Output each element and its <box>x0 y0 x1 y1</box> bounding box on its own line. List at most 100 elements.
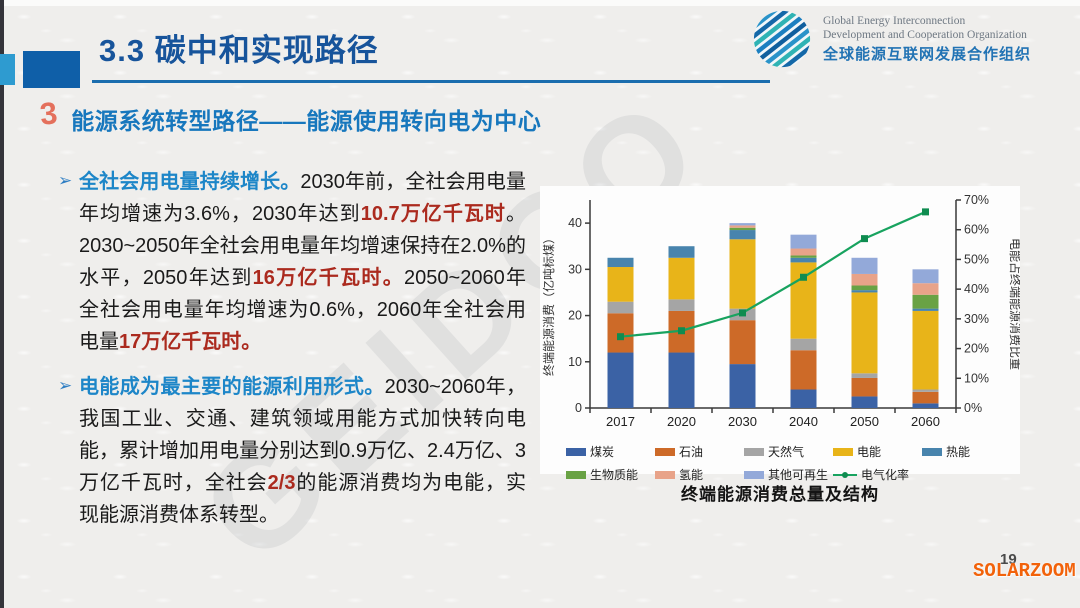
y-axis-tick-right: 0% <box>964 401 982 415</box>
line-marker <box>678 327 685 335</box>
solarzoom-watermark: SOLARZOOM <box>973 560 1076 582</box>
section-number: 3 <box>38 95 60 132</box>
legend-swatch <box>566 470 586 479</box>
y-axis-tick-right: 40% <box>964 282 989 296</box>
x-axis-label: 2040 <box>789 414 818 429</box>
bar-segment <box>790 338 817 351</box>
bar-segment <box>790 389 817 408</box>
x-axis-label: 2020 <box>667 414 696 429</box>
legend-label: 氢能 <box>679 468 704 482</box>
bar-segment <box>912 389 939 392</box>
page-number: 19 <box>1000 551 1017 568</box>
legend-item: 电气化率 <box>833 466 922 483</box>
bar-segment <box>790 257 817 263</box>
bar-segment <box>790 234 817 249</box>
legend-line-swatch <box>833 471 857 479</box>
legend-item: 生物质能 <box>566 466 655 483</box>
x-axis-label: 2017 <box>606 414 635 429</box>
legend-label: 生物质能 <box>590 468 639 482</box>
bar-segment <box>851 377 878 397</box>
bar-segment <box>607 301 634 314</box>
bar-segment <box>729 230 756 240</box>
bar-segment <box>729 364 756 408</box>
legend-swatch <box>744 447 764 456</box>
legend-item: 热能 <box>922 443 1011 460</box>
bar-segment <box>912 283 939 295</box>
legend-item: 其他可再生 <box>744 466 833 483</box>
bullet-text-segment: 10.7万亿千瓦时 <box>360 203 506 225</box>
bullet-text-segment: 17万亿千瓦时。 <box>119 331 262 353</box>
bar-segment <box>729 320 756 365</box>
legend-label: 电气化率 <box>861 468 910 482</box>
chart-caption: 终端能源消费总量及结构 <box>681 485 879 504</box>
legend-swatch <box>833 447 853 456</box>
bar-segment <box>607 267 634 302</box>
legend-label: 热能 <box>946 445 971 459</box>
chart-panel: 0 10 20 30 40 0% 10% 20% 30% 40% 50% 60% 70% 2017 2020… <box>540 186 1023 482</box>
legend-label: 石油 <box>679 445 704 459</box>
bullet-text-segment: 的能源消费均为电能，实现能源消费体系转型。 <box>79 472 527 526</box>
bullet-text-segment: 电能成为最主要的能源利用形式。 <box>79 376 385 398</box>
bullet-text-segment: 2030年前，全社会用电量年均增速为3.6%，2030年达到 <box>79 171 526 225</box>
org-name-en-line2: Development and Cooperation Organization <box>823 29 1027 42</box>
bar-segment <box>607 352 634 408</box>
bullet-text-segment: 2050~2060年全社会用电量年均增速为0.6%，2060年全社会用电量 <box>79 267 527 353</box>
line-marker <box>922 208 929 216</box>
bullet-arrow-icon: ➢ <box>58 171 73 190</box>
line-marker <box>617 333 624 341</box>
legend-item: 煤炭 <box>566 443 655 460</box>
bullet-arrow-icon: ➢ <box>58 376 73 395</box>
legend-label: 电能 <box>857 445 882 459</box>
legend-item: 氢能 <box>655 466 744 483</box>
org-logo-block: Global Energy Interconnection Developmen… <box>751 8 1031 70</box>
bullet-item: ➢ 全社会用电量持续增长。2030年前，全社会用电量年均增速为3.6%，2030年… <box>58 166 526 358</box>
electrification-rate-line <box>620 210 926 338</box>
bar-segment <box>790 248 817 256</box>
bar-segment <box>790 350 817 390</box>
org-name-zh: 全球能源互联网发展合作组织 <box>823 45 1032 63</box>
bar-segment <box>851 285 878 291</box>
legend-row: 煤炭 石油 天然气 电能 热能 <box>566 443 1020 466</box>
legend-label: 其他可再生 <box>768 468 829 482</box>
bar-segment <box>668 352 695 408</box>
bar-segment <box>851 292 878 374</box>
legend-swatch <box>566 447 586 456</box>
y-axis-tick-left: 30 <box>568 262 582 276</box>
bar-segment <box>851 373 878 378</box>
x-axis-label: 2030 <box>728 414 757 429</box>
bar-segment <box>851 396 878 408</box>
legend-label: 煤炭 <box>590 445 615 459</box>
bullet-list: ➢ 全社会用电量持续增长。2030年前，全社会用电量年均增速为3.6%，2030年… <box>58 166 526 531</box>
title-accent-square-dark <box>23 51 80 88</box>
bar-segment <box>729 227 756 231</box>
bullet-text-segment: 2/3 <box>267 472 296 494</box>
bullet-text-segment: 16万亿千瓦时。 <box>252 267 405 289</box>
bar-segment <box>607 313 634 353</box>
y-axis-tick-right: 70% <box>964 193 989 207</box>
bar-segment <box>912 403 939 408</box>
bar-segment <box>729 223 756 226</box>
legend-swatch <box>744 470 764 479</box>
legend-item: 石油 <box>655 443 744 460</box>
org-name: Global Energy Interconnection Developmen… <box>823 14 1031 65</box>
y-axis-tick-left: 0 <box>575 401 582 415</box>
bar-segment <box>607 257 634 268</box>
y-axis-title-left: 终端能源消费（亿吨标煤） <box>541 232 556 376</box>
bar-segment <box>851 273 878 286</box>
line-marker <box>861 235 868 243</box>
chart-legend: 煤炭 石油 天然气 电能 热能 生物质能 氢能 其他可再生 电气化率 <box>540 441 1020 489</box>
line-marker <box>739 309 746 317</box>
bullet-item: ➢ 电能成为最主要的能源利用形式。2030~2060年，我国工业、交通、建筑领域用… <box>58 371 526 531</box>
page-title: 3.3 碳中和实现路径 <box>99 33 379 68</box>
section-heading-block: 3 能源系统转型路径——能源使用转向电为中心 <box>38 95 541 136</box>
y-axis-tick-right: 10% <box>964 371 989 385</box>
y-axis-tick-right: 60% <box>964 223 989 237</box>
x-axis-label: 2060 <box>911 414 940 429</box>
bar-segment <box>912 310 939 390</box>
bar-segment <box>912 294 939 309</box>
y-axis-tick-right: 50% <box>964 252 989 266</box>
legend-swatch <box>655 470 675 479</box>
bullet-text-segment: 。2030~2050年全社会用电量年均增速保持在2.0%的水平，2050年达到 <box>79 203 526 289</box>
bar-segment <box>912 308 939 311</box>
